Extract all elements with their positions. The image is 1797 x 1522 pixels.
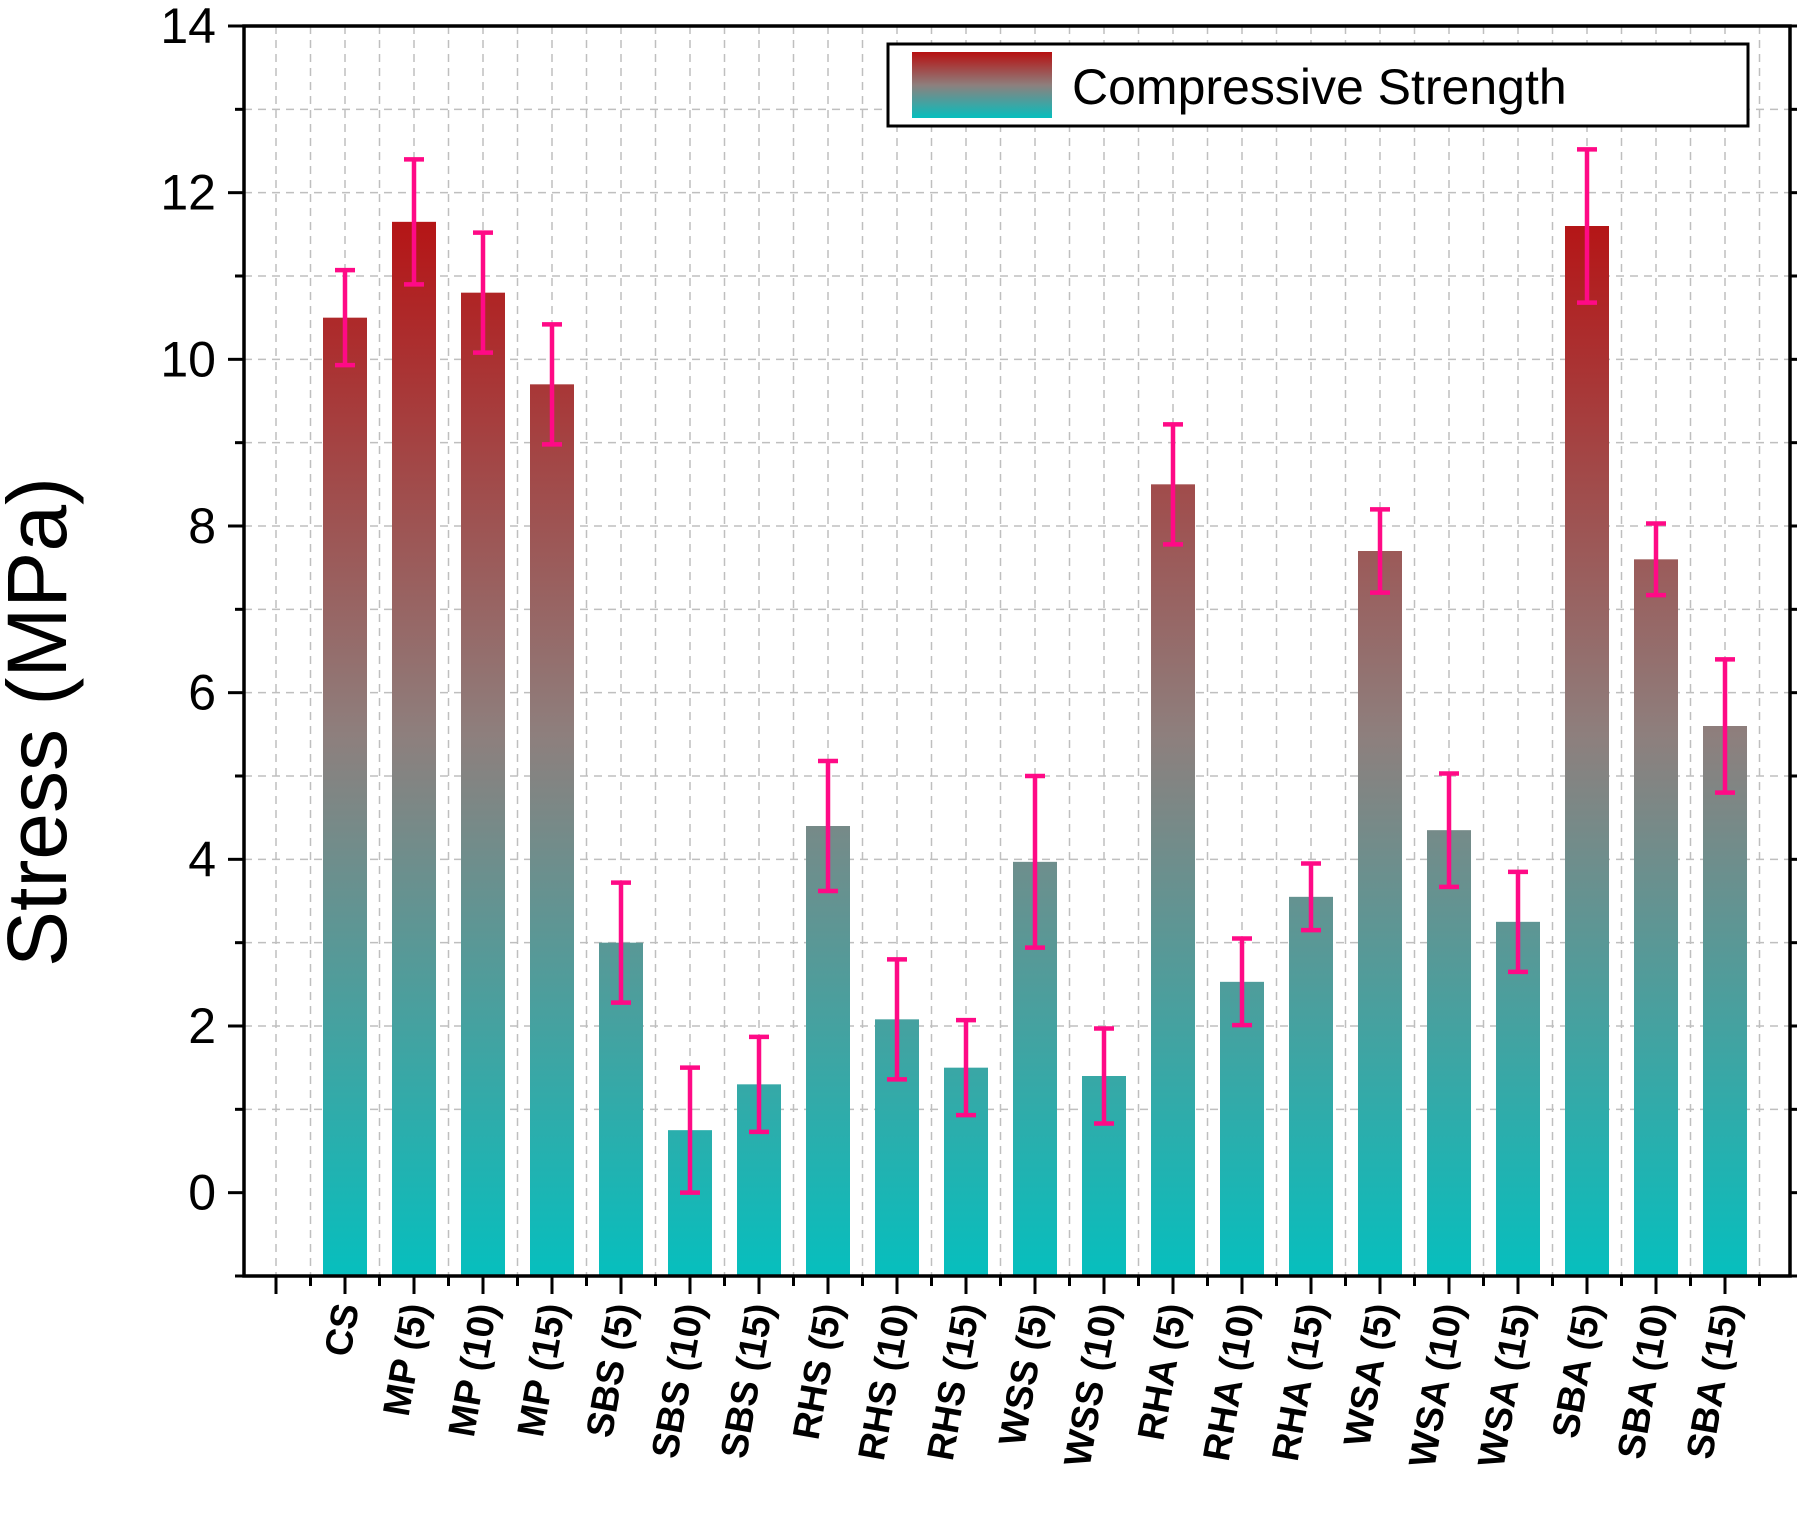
legend: Compressive Strength [886,42,1750,128]
bar [1565,226,1609,1276]
y-tick-label: 4 [188,831,216,887]
y-tick-label: 14 [160,0,216,54]
y-tick-label: 2 [188,998,216,1054]
category-label: WSA (10) [1402,1300,1472,1470]
bar [461,292,505,1277]
category-label: SBA (10) [1610,1300,1679,1462]
category-labels: CS MP (5) MP (10) MP (15) SBS (5) SBS (10) SBS… [317,1300,1748,1470]
category-label: SBA (5) [1545,1300,1610,1441]
y-tick-label: 8 [188,498,216,554]
legend-swatch [912,52,1052,118]
bar [1358,551,1402,1276]
category-label: MP (15) [510,1300,575,1440]
bar [1634,559,1678,1276]
category-label: MP (10) [441,1300,506,1440]
category-label: CS [317,1300,368,1359]
y-tick-label: 10 [160,331,216,387]
category-label: SBA (15) [1679,1300,1748,1462]
category-label: SBS (5) [579,1300,644,1440]
axes [228,24,1797,1294]
y-tick-label: 0 [188,1165,216,1221]
bar [323,317,367,1277]
error-bars [335,147,1735,1195]
category-label: WSS (5) [992,1300,1058,1449]
bar [1703,726,1747,1276]
category-label: WSS (10) [1057,1300,1127,1469]
category-label: RHA (5) [1131,1300,1196,1443]
bar [806,826,850,1276]
category-label: RHS (5) [786,1300,851,1442]
y-tick-label: 6 [188,665,216,721]
legend-entry: Compressive Strength [1072,59,1567,115]
category-label: RHA (15) [1265,1300,1334,1464]
bar [1496,921,1540,1276]
category-label: WSA (5) [1336,1300,1402,1449]
tick-labels: 0 2 4 6 8 10 12 14 [160,0,216,1221]
bar [1427,830,1471,1276]
category-label: SBS (15) [713,1300,781,1461]
category-label: MP (5) [376,1300,437,1419]
y-tick-label: 12 [160,165,216,221]
category-label: SBS (10) [644,1300,712,1461]
category-label: RHS (10) [851,1300,920,1463]
category-label: WSA (15) [1471,1300,1541,1470]
plot-frame [242,24,1792,1278]
y-axis-label: Stress (MPa) [0,477,84,967]
bar [530,384,574,1276]
bar [1289,896,1333,1276]
bar [392,221,436,1276]
category-label: RHS (15) [920,1300,989,1463]
category-label: RHA (10) [1196,1300,1265,1464]
bars [323,221,1747,1277]
bar [1220,981,1264,1276]
bar [1151,484,1195,1276]
